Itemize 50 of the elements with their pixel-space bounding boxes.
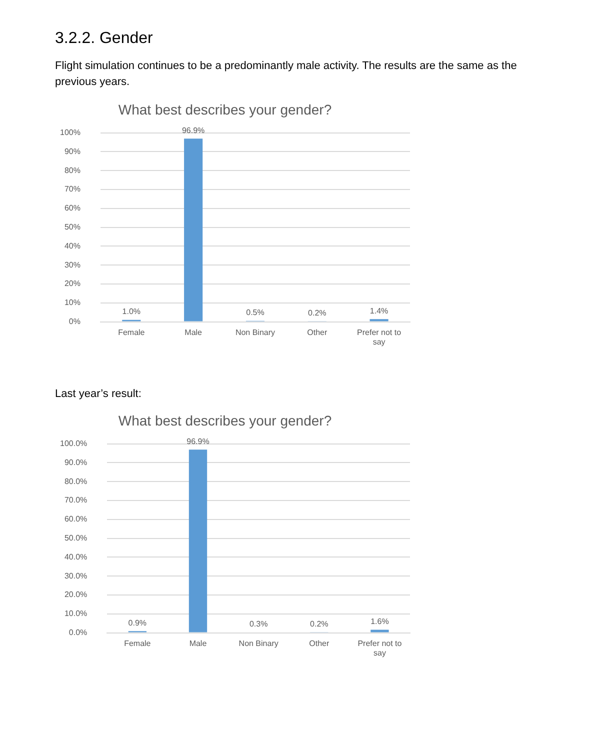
y-tick-label: 60.0% [64, 514, 88, 524]
y-tick-label: 90.0% [64, 458, 88, 467]
x-tick-label: Prefer not to say [357, 328, 402, 346]
x-tick-label: Male [184, 328, 203, 337]
y-tick-label: 50.0% [64, 534, 88, 543]
data-label: 96.9% [186, 436, 210, 446]
y-tick-label: 50% [64, 222, 80, 232]
bar [184, 138, 203, 322]
y-tick-label: 40.0% [64, 552, 88, 562]
y-tick-label: 10.0% [64, 609, 88, 618]
y-tick-label: 60% [64, 204, 80, 213]
chart-title: What best describes your gender? [118, 101, 332, 118]
x-tick-label: Female [118, 328, 146, 337]
x-tick-label: Non Binary [238, 638, 278, 648]
data-label: 0.5% [246, 308, 264, 318]
y-tick-label: 0% [68, 317, 80, 326]
text: 3.2.2. Gender [55, 30, 154, 48]
y-tick-label: 90% [64, 146, 80, 156]
data-label: 0.2% [310, 620, 328, 629]
x-tick-label: Prefer not to say [358, 638, 402, 658]
y-tick-label: 30% [64, 260, 80, 270]
x-tick-label: Non Binary [235, 328, 276, 337]
x-tick-label: Other [309, 638, 330, 648]
y-tick-label: 20% [64, 279, 80, 288]
x-tick-label: Male [189, 638, 208, 648]
x-tick-label: Female [124, 638, 152, 648]
text: Last year’s result: [55, 388, 142, 400]
data-label: 1.6% [370, 616, 389, 626]
y-tick-label: 70.0% [64, 496, 88, 505]
text: Flight simulation continues to be a predominantly male activity. The results are the same as the previous years. [55, 59, 518, 90]
data-label: 1.0% [122, 307, 141, 316]
data-label: 0.2% [308, 308, 326, 318]
y-tick-label: 10% [64, 298, 80, 308]
data-label: 1.4% [370, 306, 388, 316]
y-tick-label: 80% [64, 166, 80, 175]
y-tick-label: 100.0% [60, 439, 88, 448]
bar [188, 450, 208, 632]
y-tick-label: 100% [60, 128, 80, 138]
y-tick-label: 20.0% [64, 590, 88, 600]
bar [370, 630, 389, 632]
data-label: 0.9% [128, 618, 147, 628]
y-tick-label: 80.0% [64, 476, 88, 486]
data-label: 96.9% [182, 126, 205, 135]
data-label: 0.3% [249, 619, 268, 628]
y-tick-label: 0.0% [68, 628, 88, 638]
y-tick-label: 40% [64, 241, 80, 250]
y-tick-label: 70% [64, 184, 80, 194]
chart-title: What best describes your gender? [118, 412, 332, 428]
x-tick-label: Other [307, 328, 328, 337]
y-tick-label: 30.0% [64, 571, 88, 580]
